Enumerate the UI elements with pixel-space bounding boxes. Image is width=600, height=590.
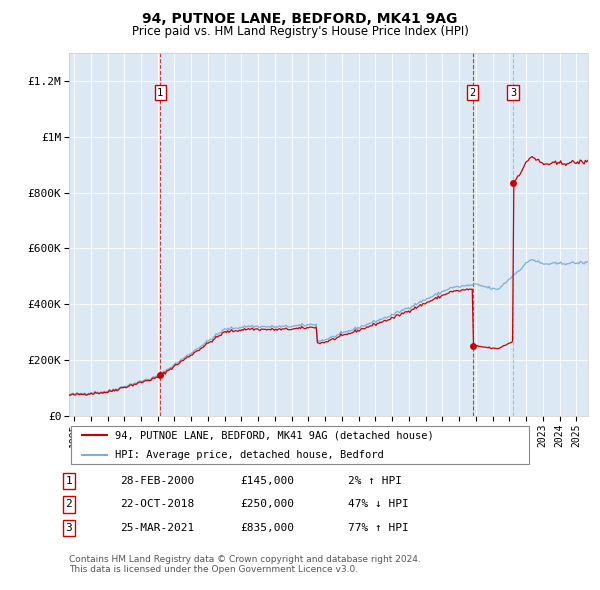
Point [508,178,518,188]
Text: 77% ↑ HPI: 77% ↑ HPI [348,523,409,533]
Text: £835,000: £835,000 [240,523,294,533]
Text: 3: 3 [65,523,73,533]
Text: £145,000: £145,000 [240,476,294,486]
Point [155,371,165,380]
Text: 2: 2 [470,88,476,98]
Text: 94, PUTNOE LANE, BEDFORD, MK41 9AG (detached house): 94, PUTNOE LANE, BEDFORD, MK41 9AG (deta… [115,430,434,440]
Text: 1: 1 [65,476,73,486]
FancyBboxPatch shape [71,426,529,464]
Text: 22-OCT-2018: 22-OCT-2018 [120,500,194,509]
Text: 47% ↓ HPI: 47% ↓ HPI [348,500,409,509]
Text: Price paid vs. HM Land Registry's House Price Index (HPI): Price paid vs. HM Land Registry's House … [131,25,469,38]
Text: Contains HM Land Registry data © Crown copyright and database right 2024.
This d: Contains HM Land Registry data © Crown c… [69,555,421,574]
Text: 3: 3 [510,88,516,98]
Point [468,342,478,351]
Text: 28-FEB-2000: 28-FEB-2000 [120,476,194,486]
Text: 94, PUTNOE LANE, BEDFORD, MK41 9AG: 94, PUTNOE LANE, BEDFORD, MK41 9AG [142,12,458,26]
Text: HPI: Average price, detached house, Bedford: HPI: Average price, detached house, Bedf… [115,450,384,460]
Text: 2% ↑ HPI: 2% ↑ HPI [348,476,402,486]
Text: 1: 1 [157,88,163,98]
Text: 2: 2 [65,500,73,509]
Text: 25-MAR-2021: 25-MAR-2021 [120,523,194,533]
Text: £250,000: £250,000 [240,500,294,509]
